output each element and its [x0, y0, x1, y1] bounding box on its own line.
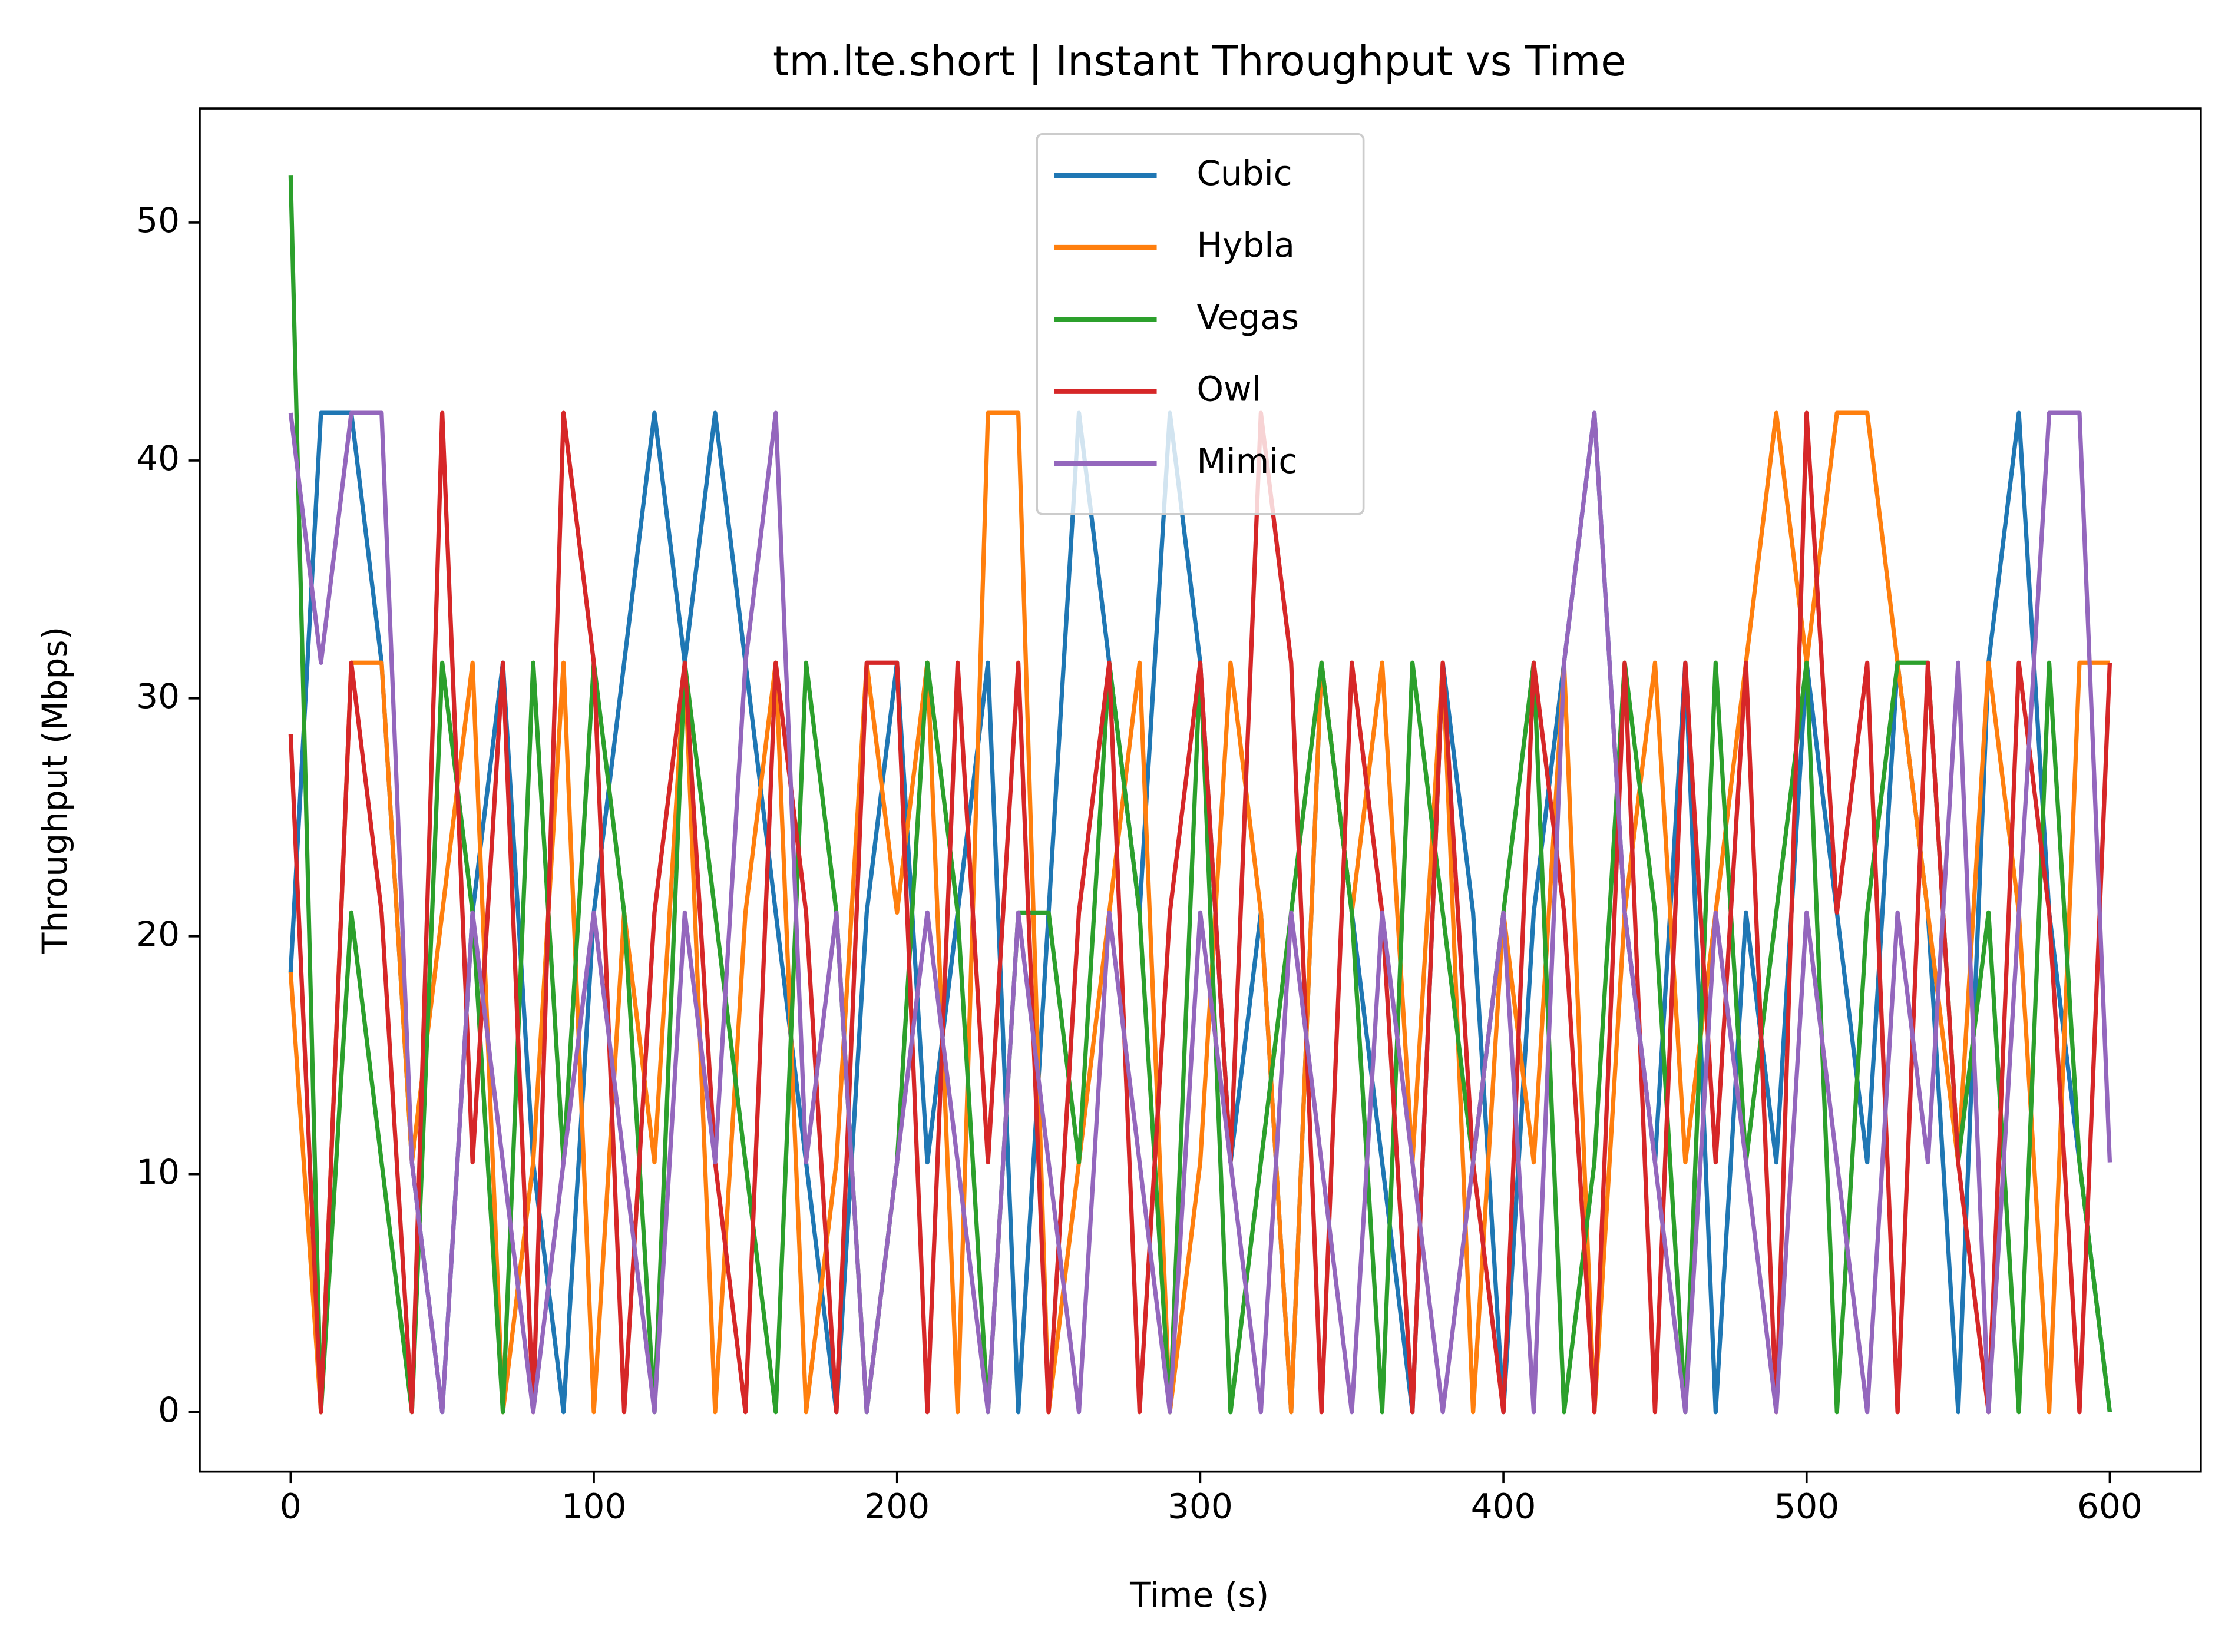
x-tick-label: 200 — [864, 1487, 930, 1527]
series-line — [288, 410, 2112, 1415]
y-tick-label: 40 — [136, 438, 180, 478]
x-tick-label: 400 — [1471, 1487, 1536, 1527]
y-axis-label: Throughput (Mbps) — [35, 627, 75, 954]
x-tick-label: 100 — [561, 1487, 627, 1527]
legend-label: Mimic — [1196, 441, 1297, 481]
x-tick-label: 300 — [1168, 1487, 1233, 1527]
x-tick-label: 500 — [1774, 1487, 1839, 1527]
legend-label: Cubic — [1196, 153, 1292, 193]
series-line — [288, 410, 2112, 1415]
x-tick-label: 600 — [2077, 1487, 2143, 1527]
legend-label: Hybla — [1196, 225, 1295, 265]
y-tick-label: 20 — [136, 914, 180, 954]
y-tick-label: 50 — [136, 200, 180, 240]
legend-box — [1036, 133, 1365, 515]
legend-label: Owl — [1196, 369, 1261, 409]
plot-frame — [199, 107, 2202, 1473]
chart-title: tm.lte.short | Instant Throughput vs Tim… — [773, 37, 1626, 85]
y-tick-label: 0 — [158, 1390, 180, 1430]
legend-label: Vegas — [1196, 297, 1299, 337]
y-tick-label: 30 — [136, 676, 180, 716]
x-tick-label: 0 — [280, 1487, 302, 1527]
y-tick-label: 10 — [136, 1152, 180, 1192]
x-axis-label: Time (s) — [1129, 1575, 1269, 1615]
